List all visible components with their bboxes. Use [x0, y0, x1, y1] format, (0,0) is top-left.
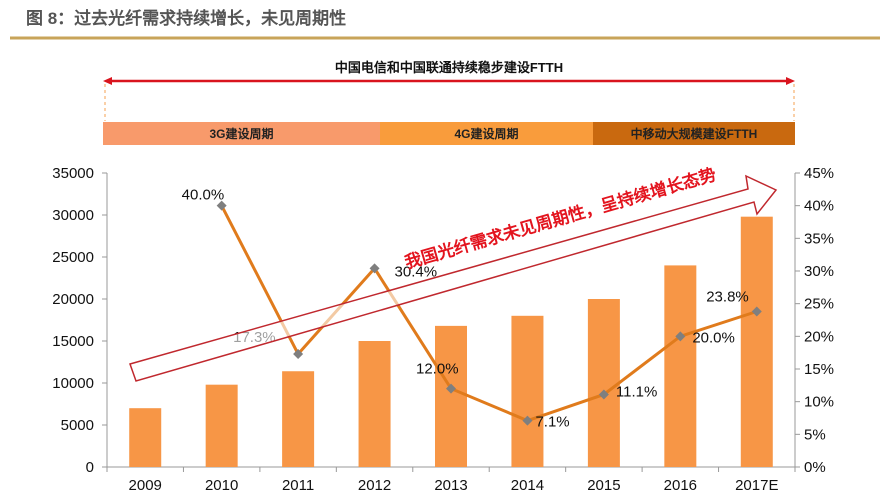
line-marker	[675, 331, 686, 342]
data-label: 30.4%	[395, 263, 438, 280]
phase-segment	[593, 122, 795, 145]
bar	[129, 408, 162, 467]
bar	[664, 265, 697, 467]
line-marker	[522, 415, 533, 426]
growth-line	[220, 204, 758, 423]
data-label: 12.0%	[416, 361, 459, 378]
phase-band: 3G建设周期 4G建设周期 中移动大规模建设FTTH	[103, 122, 795, 145]
data-label: 20.0%	[692, 329, 735, 346]
line-marker	[369, 263, 380, 274]
data-label: 40.0%	[182, 187, 225, 204]
bar	[282, 371, 315, 467]
right-tick-label: 15%	[804, 361, 834, 378]
right-tick-label: 25%	[804, 296, 834, 313]
data-label: 23.8%	[706, 289, 749, 306]
x-tick-label: 2016	[664, 477, 697, 494]
right-tick-label: 10%	[804, 394, 834, 411]
left-tick-label: 15000	[52, 333, 94, 350]
x-tick-label: 2010	[205, 477, 238, 494]
phase-segment	[103, 122, 380, 145]
left-tick-label: 35000	[52, 165, 94, 182]
bar	[205, 384, 238, 467]
x-tick-label: 2017E	[735, 477, 778, 494]
right-tick-label: 45%	[804, 165, 834, 182]
right-tick-label: 0%	[804, 459, 826, 476]
x-tick-label: 2013	[434, 477, 467, 494]
right-tick-label: 40%	[804, 198, 834, 215]
timeline-top-label: 中国电信和中国联通持续稳步建设FTTH	[335, 60, 563, 75]
phase-label: 中移动大规模建设FTTH	[631, 126, 758, 141]
bar	[358, 341, 391, 467]
line-marker	[751, 306, 762, 317]
data-label: 7.1%	[535, 414, 569, 431]
left-tick-label: 20000	[52, 291, 94, 308]
left-tick-label: 5000	[61, 417, 94, 434]
right-tick-label: 35%	[804, 230, 834, 247]
right-tick-label: 5%	[804, 426, 826, 443]
left-tick-label: 25000	[52, 249, 94, 266]
phase-label: 4G建设周期	[454, 126, 518, 141]
bar	[740, 216, 773, 467]
right-tick-label: 20%	[804, 328, 834, 345]
data-label: 11.1%	[616, 383, 657, 400]
line-marker	[216, 200, 227, 211]
line-marker	[446, 383, 456, 394]
phase-segment	[380, 122, 593, 145]
figure-title: 图 8：过去光纤需求持续增长，未见周期性	[26, 8, 346, 28]
phase-label: 3G建设周期	[209, 126, 273, 141]
x-tick-label: 2014	[511, 477, 544, 494]
bar	[435, 325, 467, 467]
x-tick-label: 2015	[587, 477, 620, 494]
right-tick-label: 30%	[804, 263, 834, 280]
left-tick-label: 10000	[52, 375, 94, 392]
line-marker	[598, 389, 609, 400]
x-tick-label: 2009	[129, 477, 162, 494]
x-tick-label: 2012	[358, 477, 391, 494]
left-tick-label: 30000	[52, 207, 94, 224]
timeline-arrow	[103, 77, 795, 121]
line-marker	[293, 348, 304, 359]
bar	[587, 299, 620, 467]
x-tick-label: 2011	[282, 477, 314, 494]
left-tick-label: 0	[86, 459, 94, 476]
bar	[511, 315, 544, 467]
